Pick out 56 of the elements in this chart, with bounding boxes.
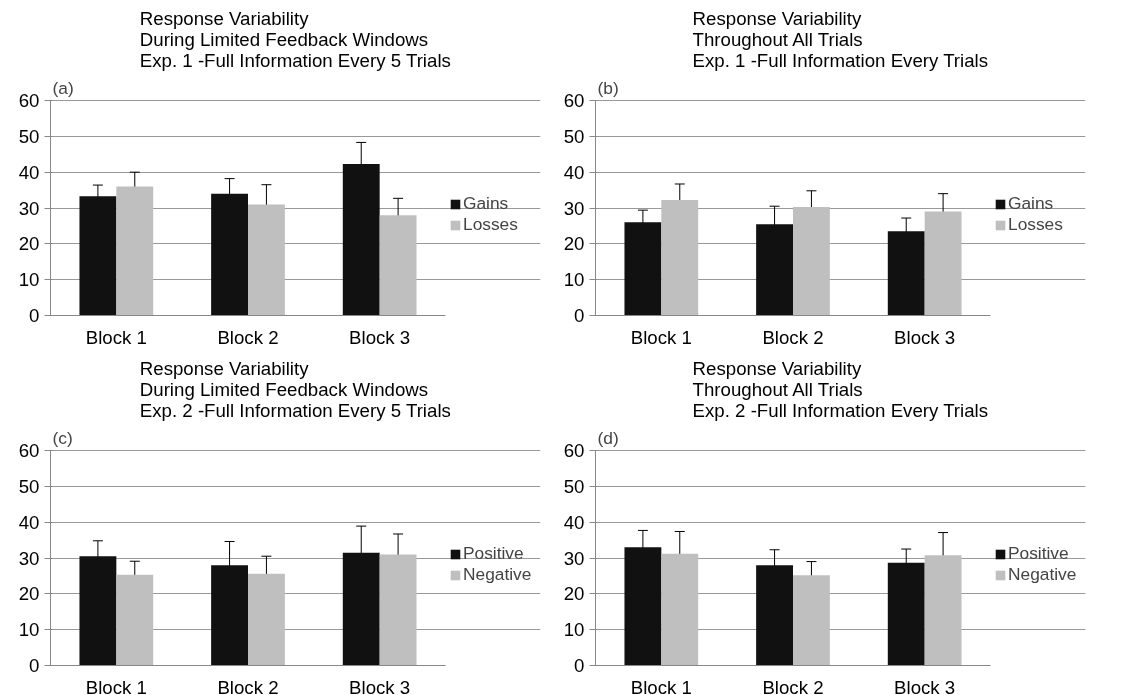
chart-title: Response Variability During Limited Feedback Windows Exp. 1 -Full Information Every 5 Trials (139, 7, 451, 71)
y-tick-label: 0 (574, 305, 585, 326)
y-tick-label: 20 (18, 583, 40, 605)
y-tick-label: 40 (18, 161, 40, 183)
x-tick-label: Block 1 (630, 676, 692, 695)
y-tick-label: 30 (18, 197, 40, 219)
legend-label: Gains (1008, 193, 1054, 214)
x-tick-label: Block 1 (630, 326, 692, 348)
x-tick-label: Block 3 (894, 676, 956, 695)
y-tick-label: 50 (18, 475, 40, 497)
y-tick-label: 20 (563, 233, 585, 255)
text: (c) (52, 427, 73, 448)
y-tick-label: 30 (563, 197, 585, 219)
text: (b) (597, 77, 619, 98)
y-tick-label: 60 (18, 90, 40, 111)
y-tick-label: 10 (18, 619, 40, 641)
y-tick-label: 0 (29, 655, 40, 676)
x-tick-label: Block 3 (349, 326, 411, 348)
chart-title: Response Variability Throughout All Trials Exp. 2 -Full Information Every Trials (692, 357, 989, 421)
x-tick-label: Block 1 (85, 326, 147, 348)
legend-label: Gains (463, 193, 509, 214)
legend-label: Losses (1008, 214, 1063, 235)
x-tick-label: Block 3 (349, 676, 411, 695)
x-tick-label: Block 2 (217, 326, 279, 348)
y-tick-label: 60 (18, 440, 40, 461)
chart-title: Response Variability Throughout All Trials Exp. 1 -Full Information Every Trials (692, 7, 989, 71)
y-tick-label: 10 (563, 619, 585, 641)
y-tick-label: 20 (563, 583, 585, 605)
text: (a) (52, 77, 74, 98)
y-tick-label: 30 (563, 547, 585, 569)
y-tick-label: 50 (18, 125, 40, 147)
y-tick-label: 10 (563, 269, 585, 291)
x-tick-label: Block 2 (217, 676, 279, 695)
chart-title: Response Variability During Limited Feedback Windows Exp. 2 -Full Information Every 5 Trials (139, 357, 451, 421)
y-tick-label: 40 (563, 511, 585, 533)
legend-label: Negative (1008, 564, 1077, 585)
y-tick-label: 40 (563, 161, 585, 183)
legend-label: Negative (463, 564, 532, 585)
y-tick-label: 50 (563, 125, 585, 147)
y-tick-label: 30 (18, 547, 40, 569)
legend-label: Positive (1008, 543, 1069, 564)
y-tick-label: 60 (563, 440, 585, 461)
y-tick-label: 40 (18, 511, 40, 533)
y-tick-label: 20 (18, 233, 40, 255)
text: (d) (597, 427, 619, 448)
legend-label: Positive (463, 543, 524, 564)
x-tick-label: Block 1 (85, 676, 147, 695)
x-tick-label: Block 3 (894, 326, 956, 348)
y-tick-label: 0 (574, 655, 585, 676)
x-tick-label: Block 2 (762, 676, 824, 695)
y-tick-label: 50 (563, 475, 585, 497)
y-tick-label: 0 (29, 305, 40, 326)
x-tick-label: Block 2 (762, 326, 824, 348)
y-tick-label: 10 (18, 269, 40, 291)
y-tick-label: 60 (563, 90, 585, 111)
legend-label: Losses (463, 214, 518, 235)
